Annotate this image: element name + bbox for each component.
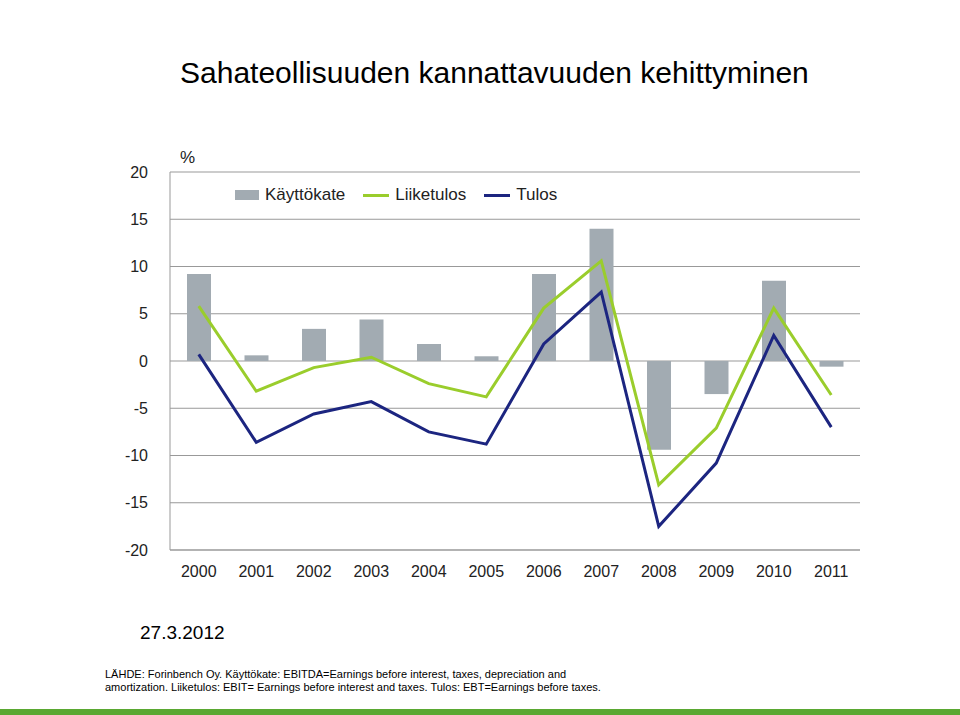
svg-text:-20: -20 bbox=[125, 542, 148, 559]
html-text:Sahateollisuuden kannattavuude: Sahateollisuuden kannattavuuden kehittym… bbox=[180, 56, 809, 89]
svg-text:2011: 2011 bbox=[814, 563, 849, 580]
svg-text:2004: 2004 bbox=[411, 563, 447, 580]
svg-text:-5: -5 bbox=[134, 400, 148, 417]
svg-text:2008: 2008 bbox=[641, 563, 677, 580]
svg-text:-10: -10 bbox=[125, 447, 148, 464]
svg-text:5: 5 bbox=[139, 305, 148, 322]
svg-text:2001: 2001 bbox=[238, 563, 274, 580]
svg-text:2009: 2009 bbox=[698, 563, 734, 580]
html-text:LÄHDE: Forinbench Oy. Käyttöka: LÄHDE: Forinbench Oy. Käyttökate: EBITDA… bbox=[105, 668, 601, 693]
svg-text:20: 20 bbox=[130, 164, 148, 181]
svg-text:2003: 2003 bbox=[353, 563, 389, 580]
svg-text:0: 0 bbox=[139, 353, 148, 370]
svg-text:15: 15 bbox=[130, 211, 148, 228]
svg-text:2002: 2002 bbox=[296, 563, 332, 580]
svg-text:-15: -15 bbox=[125, 494, 148, 511]
svg-text:10: 10 bbox=[130, 258, 148, 275]
html-text:Käyttökate: Käyttökate bbox=[265, 185, 346, 204]
svg-text:2010: 2010 bbox=[756, 563, 792, 580]
svg-text:2000: 2000 bbox=[181, 563, 217, 580]
html-text:Tulos: Tulos bbox=[516, 185, 558, 204]
svg-text:2007: 2007 bbox=[583, 563, 619, 580]
svg-text:2006: 2006 bbox=[526, 563, 562, 580]
svg-text:2005: 2005 bbox=[468, 563, 504, 580]
html-text:27.3.2012: 27.3.2012 bbox=[140, 622, 225, 643]
html-text:Liiketulos: Liiketulos bbox=[395, 185, 467, 204]
